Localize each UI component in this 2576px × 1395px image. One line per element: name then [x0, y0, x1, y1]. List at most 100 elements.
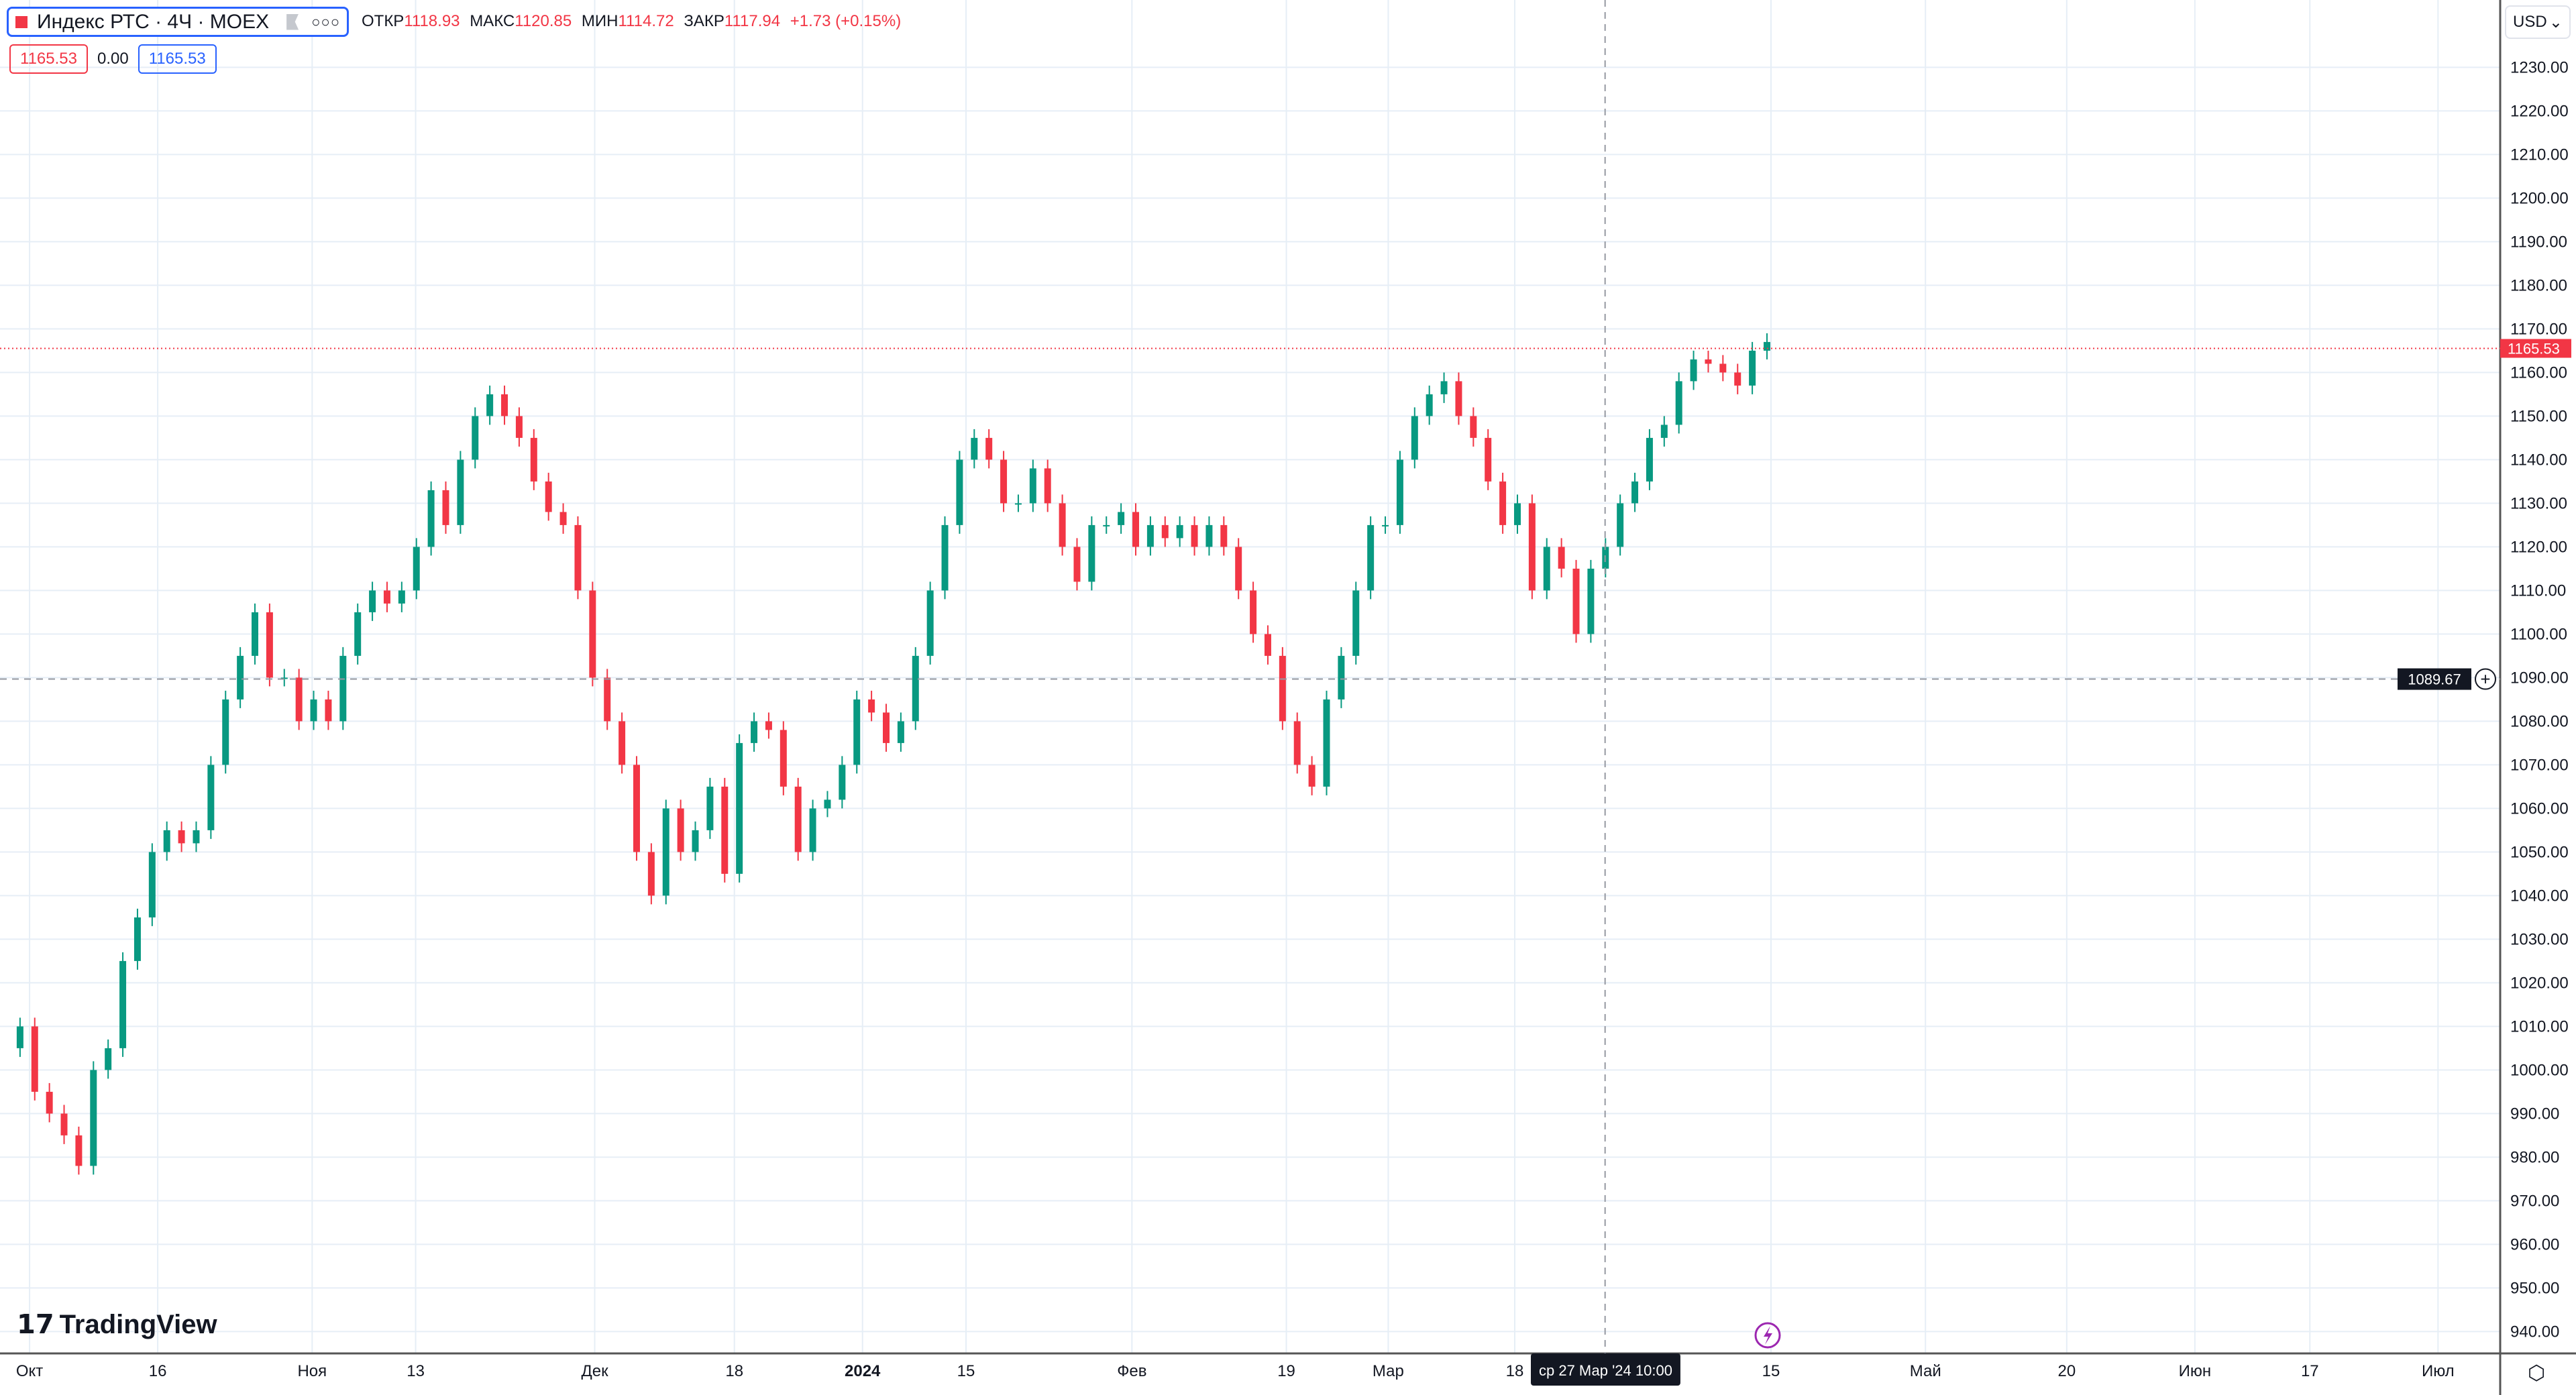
candle-body — [1000, 459, 1008, 504]
x-tick-label: Ноя — [297, 1362, 327, 1380]
candle-body — [178, 830, 185, 844]
y-tick-label: 1080.00 — [2510, 712, 2569, 730]
candle-body — [383, 590, 390, 604]
dots-icon[interactable]: ○○○ — [311, 13, 340, 30]
candle-body — [1675, 381, 1682, 425]
flag-icon — [15, 15, 28, 28]
candle-body — [266, 612, 273, 678]
candle-body — [794, 786, 802, 852]
candle-body — [897, 721, 904, 743]
crosshair-time-badge — [1531, 1353, 1680, 1386]
candle-body — [677, 808, 684, 852]
x-tick-label: Июл — [2422, 1362, 2455, 1380]
y-tick-label: 940.00 — [2510, 1323, 2559, 1341]
candle-body — [692, 830, 699, 852]
tradingview-logo[interactable]: 𝟭𝟳 TradingView — [17, 1309, 217, 1340]
candle-body — [486, 394, 494, 416]
x-tick-label: Май — [1910, 1362, 1941, 1380]
x-tick-label: 13 — [407, 1362, 425, 1380]
candle-body — [1059, 503, 1066, 547]
y-tick-label: 1000.00 — [2510, 1061, 2569, 1079]
x-tick-label: Мар — [1373, 1362, 1404, 1380]
y-tick-label: 990.00 — [2510, 1105, 2559, 1123]
candle-body — [751, 721, 758, 743]
low-label: МИН — [581, 12, 619, 30]
candle-body — [16, 1026, 23, 1048]
candle-body — [1764, 341, 1770, 351]
candle-body — [427, 490, 435, 547]
candle-body — [222, 699, 229, 765]
y-tick-label: 1110.00 — [2510, 581, 2566, 600]
symbol-selector[interactable]: Индекс РТС · 4Ч · MOEX ○○○ — [7, 7, 349, 37]
logo-text: TradingView — [59, 1309, 217, 1339]
candle-body — [721, 786, 729, 874]
candle-body — [105, 1048, 112, 1070]
candle-body — [1132, 512, 1140, 547]
candle-body — [193, 830, 200, 844]
x-tick-label: 15 — [957, 1362, 975, 1380]
y-tick-label: 1010.00 — [2510, 1017, 2569, 1036]
candle-body — [633, 765, 640, 852]
candle-body — [1660, 425, 1668, 438]
candle-body — [457, 459, 464, 525]
candle-body — [1411, 416, 1418, 460]
plus-icon — [2475, 668, 2496, 690]
bookmark-icon[interactable] — [286, 13, 299, 30]
low-value: 1114.72 — [618, 12, 674, 30]
currency-select[interactable]: USD ⌄ — [2505, 5, 2571, 39]
candle-body — [1543, 547, 1550, 591]
candle-body — [530, 437, 537, 482]
crosshair-price-label: 1089.67 — [2408, 671, 2461, 688]
candle-body — [1088, 524, 1095, 582]
candle-body — [472, 416, 479, 460]
y-tick-label: 1230.00 — [2510, 58, 2569, 76]
currency-label: USD — [2513, 13, 2547, 31]
y-tick-label: 1190.00 — [2510, 233, 2567, 251]
candle-body — [1308, 765, 1316, 787]
candle-body — [1646, 437, 1653, 482]
candle-body — [809, 808, 816, 852]
candle-body — [442, 490, 449, 525]
candle-body — [1338, 655, 1345, 700]
candle-body — [207, 765, 215, 830]
candle-body — [1044, 468, 1051, 504]
candle-body — [398, 590, 405, 604]
candle-body — [369, 590, 376, 612]
x-tick-label: 18 — [1506, 1362, 1524, 1380]
candle-body — [853, 699, 861, 765]
candle-body — [90, 1070, 97, 1166]
candle-body — [1264, 634, 1271, 656]
candle-body — [1572, 568, 1580, 634]
candle-body — [354, 612, 362, 656]
candle-body — [1103, 524, 1110, 526]
y-tick-label: 1150.00 — [2510, 407, 2567, 425]
candle-body — [941, 524, 949, 591]
candle-body — [31, 1026, 38, 1092]
candle-body — [1250, 590, 1257, 634]
candle-body — [1176, 524, 1183, 539]
crosshair-price-badge — [2398, 668, 2471, 690]
candle-body — [824, 799, 831, 809]
candle-body — [75, 1135, 83, 1166]
candle-body — [868, 699, 875, 713]
candle-body — [985, 437, 993, 460]
sell-button[interactable]: 1165.53 — [9, 44, 88, 74]
candle-body — [163, 830, 170, 852]
candle-body — [1382, 524, 1389, 526]
x-tick-label: 20 — [2057, 1362, 2076, 1380]
gear-icon[interactable]: ⬡ — [2528, 1362, 2546, 1384]
x-tick-label: 15 — [1762, 1362, 1780, 1380]
candle-body — [1485, 437, 1492, 482]
candle-body — [1617, 503, 1624, 547]
candle-body — [325, 699, 332, 722]
candle-body — [604, 677, 611, 722]
buy-button[interactable]: 1165.53 — [138, 44, 217, 74]
candle-body — [574, 524, 582, 591]
y-tick-label: 1140.00 — [2510, 451, 2567, 469]
y-tick-label: 1050.00 — [2510, 843, 2569, 861]
y-tick-label: 1090.00 — [2510, 669, 2569, 687]
y-tick-label: 1160.00 — [2510, 364, 2567, 382]
x-tick-label: Дек — [581, 1362, 608, 1380]
candle-body — [237, 655, 244, 700]
